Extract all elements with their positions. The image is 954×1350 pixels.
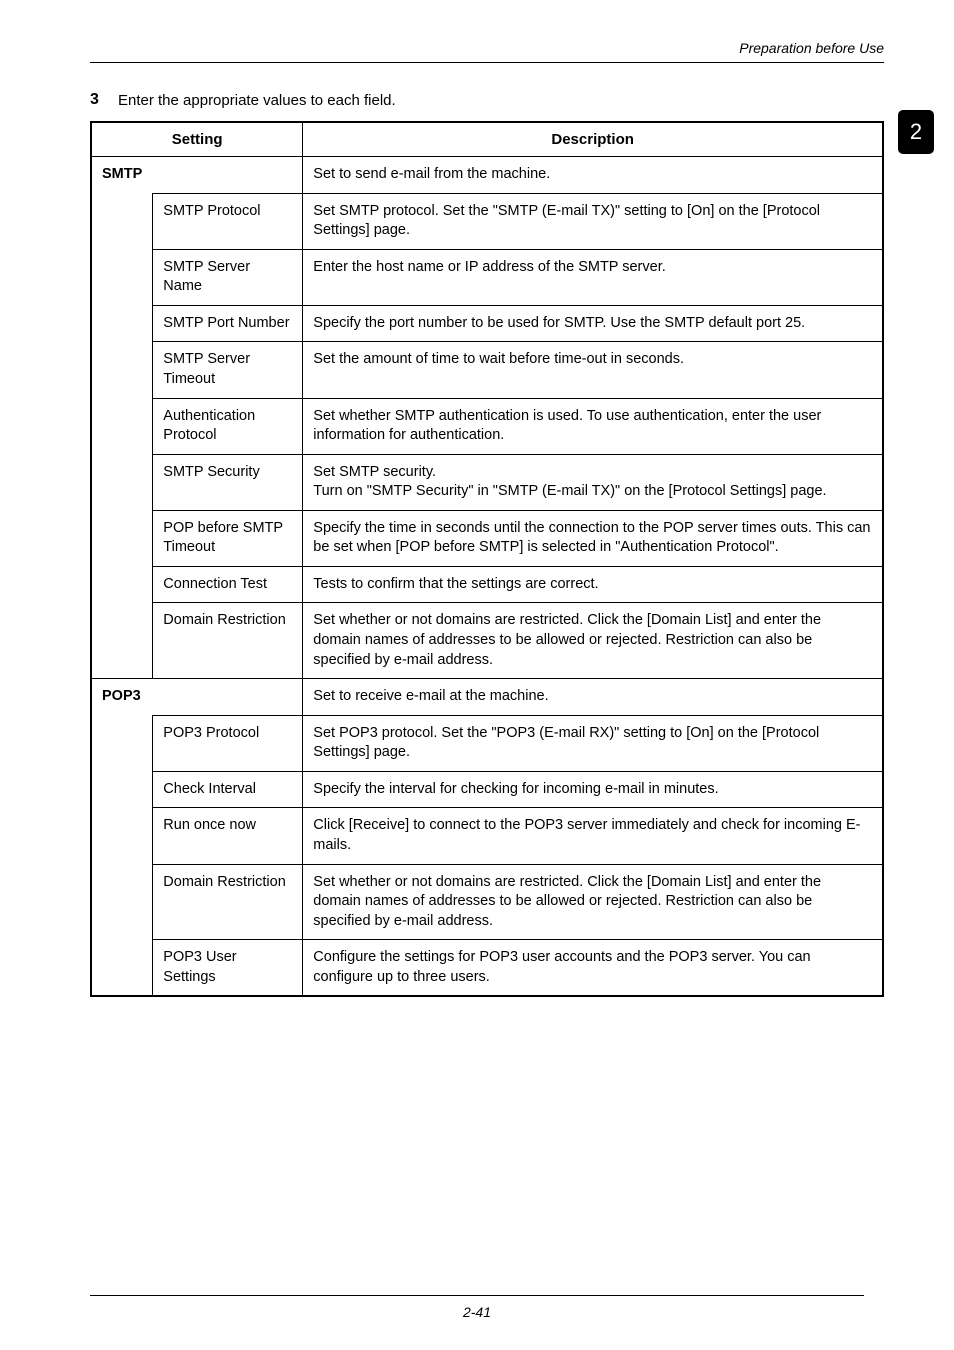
- page-footer: 2-41: [0, 1295, 954, 1320]
- pop3-setting: Run once now: [153, 808, 303, 864]
- table-row: SMTP Server Timeout Set the amount of ti…: [91, 342, 883, 398]
- header-rule: [90, 62, 884, 63]
- smtp-group-empty: [153, 157, 303, 194]
- smtp-setting: Connection Test: [153, 566, 303, 603]
- pop3-desc: Set POP3 protocol. Set the "POP3 (E-mail…: [303, 715, 883, 771]
- table-row: Domain Restriction Set whether or not do…: [91, 603, 883, 679]
- pop3-group-label: POP3: [91, 679, 153, 997]
- pop3-desc: Configure the settings for POP3 user acc…: [303, 940, 883, 997]
- step-line: 3 Enter the appropriate values to each f…: [90, 91, 884, 109]
- pop3-setting: Check Interval: [153, 771, 303, 808]
- pop3-desc: Set whether or not domains are restricte…: [303, 864, 883, 940]
- table-row: SMTP Protocol Set SMTP protocol. Set the…: [91, 193, 883, 249]
- table-row: Authentication Protocol Set whether SMTP…: [91, 398, 883, 454]
- smtp-setting: Authentication Protocol: [153, 398, 303, 454]
- smtp-setting: SMTP Port Number: [153, 305, 303, 342]
- smtp-desc: Enter the host name or IP address of the…: [303, 249, 883, 305]
- step-text: Enter the appropriate values to each fie…: [118, 91, 396, 109]
- table-row: SMTP Set to send e-mail from the machine…: [91, 157, 883, 194]
- table-row: Check Interval Specify the interval for …: [91, 771, 883, 808]
- pop3-setting: Domain Restriction: [153, 864, 303, 940]
- table-row: POP3 Protocol Set POP3 protocol. Set the…: [91, 715, 883, 771]
- footer-rule: [90, 1295, 864, 1296]
- side-chapter-tab: 2: [898, 110, 934, 154]
- page-number: 2-41: [463, 1304, 491, 1320]
- table-row: POP before SMTP Timeout Specify the time…: [91, 510, 883, 566]
- pop3-group-empty: [153, 679, 303, 716]
- settings-table: Setting Description SMTP Set to send e-m…: [90, 121, 884, 997]
- smtp-desc: Set SMTP protocol. Set the "SMTP (E-mail…: [303, 193, 883, 249]
- smtp-desc: Tests to confirm that the settings are c…: [303, 566, 883, 603]
- smtp-setting: SMTP Server Timeout: [153, 342, 303, 398]
- pop3-desc: Specify the interval for checking for in…: [303, 771, 883, 808]
- pop3-group-desc: Set to receive e-mail at the machine.: [303, 679, 883, 716]
- smtp-desc: Set whether SMTP authentication is used.…: [303, 398, 883, 454]
- table-row: SMTP Security Set SMTP security. Turn on…: [91, 454, 883, 510]
- smtp-setting: POP before SMTP Timeout: [153, 510, 303, 566]
- table-row: Domain Restriction Set whether or not do…: [91, 864, 883, 940]
- pop3-setting: POP3 User Settings: [153, 940, 303, 997]
- table-row: Run once now Click [Receive] to connect …: [91, 808, 883, 864]
- table-row: POP3 Set to receive e-mail at the machin…: [91, 679, 883, 716]
- smtp-group-label: SMTP: [91, 157, 153, 679]
- smtp-desc: Specify the time in seconds until the co…: [303, 510, 883, 566]
- header-setting: Setting: [91, 122, 303, 157]
- table-row: SMTP Port Number Specify the port number…: [91, 305, 883, 342]
- table-row: Connection Test Tests to confirm that th…: [91, 566, 883, 603]
- pop3-setting: POP3 Protocol: [153, 715, 303, 771]
- step-number: 3: [90, 91, 118, 109]
- smtp-setting: Domain Restriction: [153, 603, 303, 679]
- smtp-setting: SMTP Server Name: [153, 249, 303, 305]
- smtp-setting: SMTP Protocol: [153, 193, 303, 249]
- header-section-title: Preparation before Use: [90, 40, 884, 62]
- smtp-desc: Set the amount of time to wait before ti…: [303, 342, 883, 398]
- table-row: SMTP Server Name Enter the host name or …: [91, 249, 883, 305]
- smtp-setting: SMTP Security: [153, 454, 303, 510]
- smtp-desc: Specify the port number to be used for S…: [303, 305, 883, 342]
- smtp-desc: Set whether or not domains are restricte…: [303, 603, 883, 679]
- smtp-group-desc: Set to send e-mail from the machine.: [303, 157, 883, 194]
- header-description: Description: [303, 122, 883, 157]
- pop3-desc: Click [Receive] to connect to the POP3 s…: [303, 808, 883, 864]
- smtp-desc: Set SMTP security. Turn on "SMTP Securit…: [303, 454, 883, 510]
- table-header-row: Setting Description: [91, 122, 883, 157]
- table-row: POP3 User Settings Configure the setting…: [91, 940, 883, 997]
